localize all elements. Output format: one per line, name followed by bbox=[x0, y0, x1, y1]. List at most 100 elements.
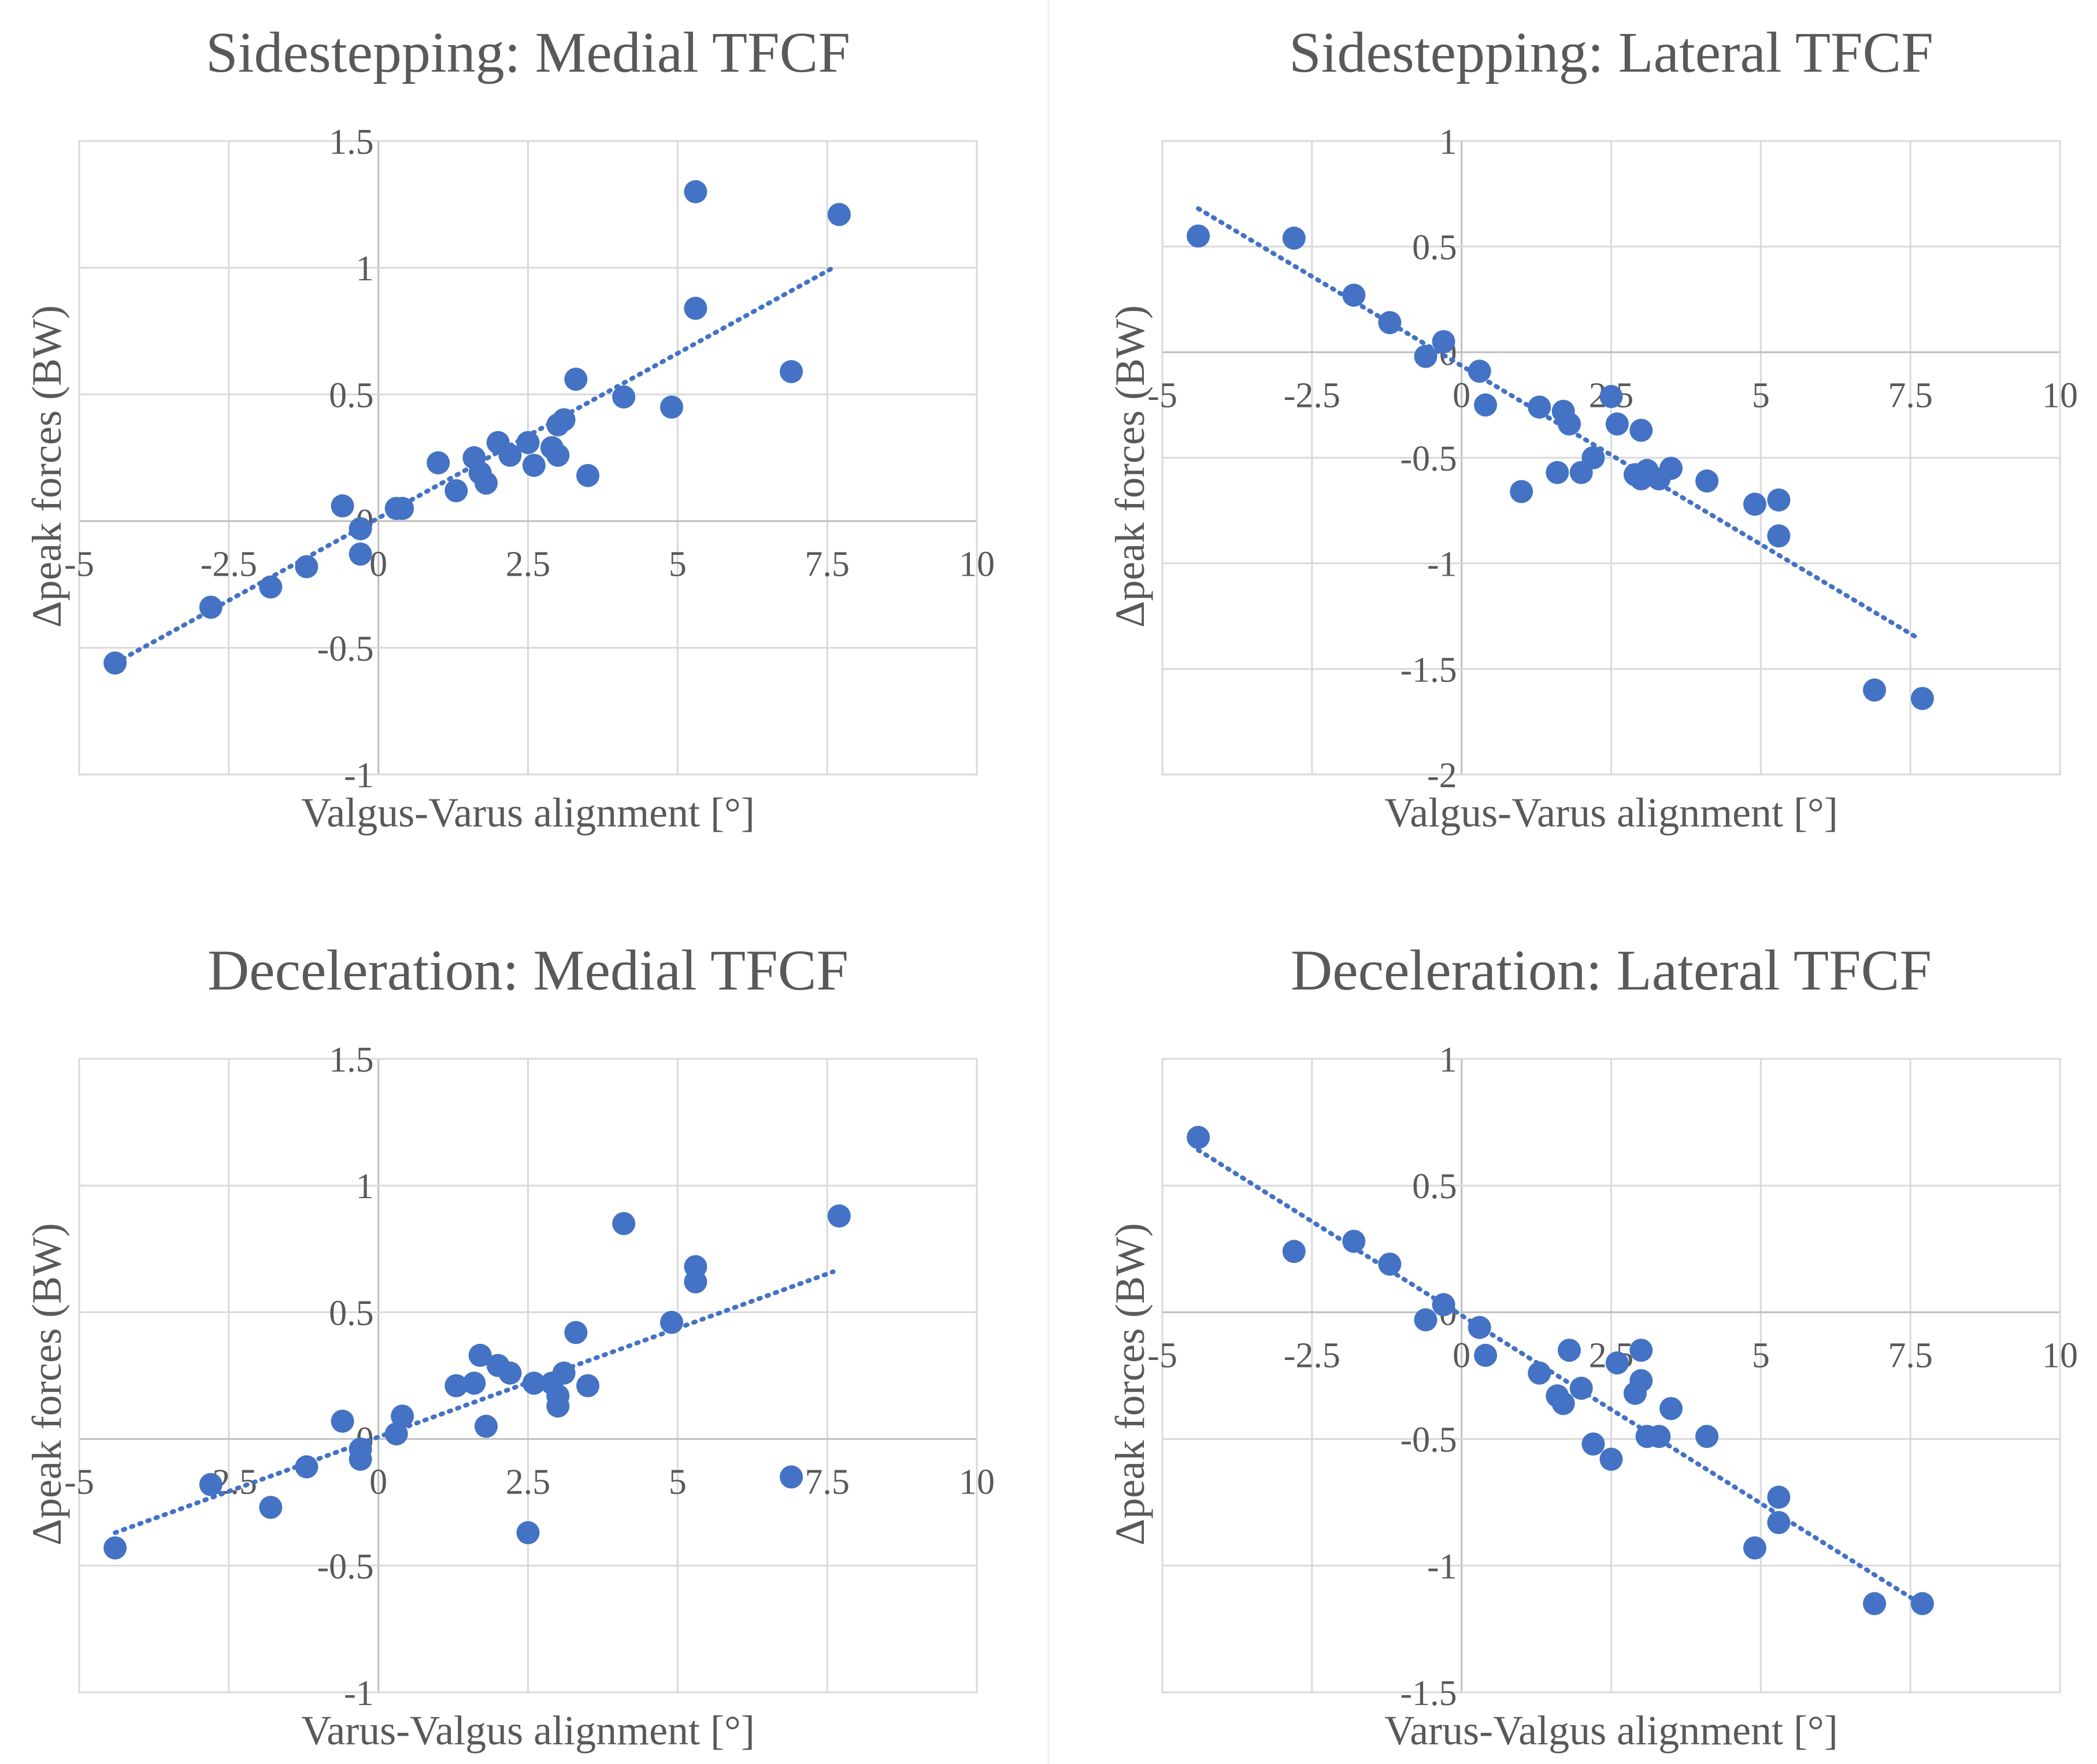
data-point bbox=[552, 1361, 576, 1385]
data-point bbox=[444, 1374, 468, 1398]
x-axis-title: Varus-Valgus alignment [°] bbox=[1384, 1707, 1838, 1754]
data-point bbox=[103, 1536, 127, 1560]
data-point bbox=[684, 297, 707, 320]
chart-panel-1: -5-2.502.557.510-1-0.500.511.5Sidesteppi… bbox=[24, 20, 995, 836]
y-tick-label: 1.5 bbox=[329, 1040, 374, 1080]
data-point bbox=[462, 1372, 486, 1395]
y-tick-label: 0.5 bbox=[1412, 228, 1457, 268]
data-point bbox=[391, 1404, 414, 1428]
x-tick-label: -2.5 bbox=[1284, 1336, 1340, 1375]
y-tick-label: -1 bbox=[344, 756, 374, 795]
data-point bbox=[1605, 412, 1629, 436]
data-point bbox=[516, 431, 540, 454]
data-point bbox=[1474, 393, 1498, 417]
data-point bbox=[1599, 1447, 1623, 1471]
y-tick-label: 1 bbox=[1439, 123, 1457, 162]
data-point bbox=[1187, 224, 1210, 248]
y-tick-label: -1 bbox=[1427, 1547, 1457, 1587]
chart-panel-2: -5-2.502.557.510-2-1.5-1-0.500.51Sideste… bbox=[1107, 20, 2078, 836]
trendline bbox=[1196, 206, 1919, 640]
data-point bbox=[199, 595, 223, 619]
x-tick-label: -5 bbox=[64, 545, 94, 584]
x-tick-label: 10 bbox=[959, 545, 995, 584]
x-tick-label: 7.5 bbox=[805, 1463, 850, 1502]
x-tick-label: -2.5 bbox=[1284, 376, 1340, 415]
data-point bbox=[684, 1270, 707, 1294]
y-tick-label: 1 bbox=[356, 1167, 374, 1206]
data-point bbox=[1863, 1592, 1887, 1615]
y-tick-label: -2 bbox=[1427, 756, 1457, 795]
data-point bbox=[444, 479, 468, 502]
x-tick-label: 5 bbox=[1752, 376, 1770, 415]
x-axis-title: Valgus-Varus alignment [°] bbox=[1384, 790, 1838, 836]
x-tick-label: 5 bbox=[669, 545, 687, 584]
x-tick-label: 7.5 bbox=[1888, 376, 1933, 415]
data-point bbox=[1605, 1351, 1629, 1375]
data-point bbox=[1910, 687, 1934, 710]
y-tick-label: 0.5 bbox=[329, 1294, 374, 1333]
data-point bbox=[1558, 1339, 1581, 1362]
data-point bbox=[259, 1495, 283, 1519]
data-point bbox=[516, 1521, 540, 1544]
data-point bbox=[1569, 1376, 1593, 1400]
plot-area bbox=[1161, 1058, 2061, 1693]
data-point bbox=[199, 1473, 223, 1496]
data-point bbox=[384, 1422, 408, 1446]
data-point bbox=[1659, 457, 1683, 480]
plot-area bbox=[78, 1058, 978, 1693]
data-point bbox=[1695, 1425, 1719, 1448]
y-tick-label: -1.5 bbox=[1401, 650, 1457, 690]
x-axis-title: Varus-Valgus alignment [°] bbox=[301, 1707, 755, 1754]
plot-area bbox=[78, 140, 978, 776]
y-tick-label: -0.5 bbox=[1401, 439, 1457, 479]
data-point bbox=[1282, 1240, 1306, 1263]
data-point bbox=[468, 1343, 492, 1367]
data-point bbox=[576, 464, 600, 487]
data-point bbox=[1695, 469, 1719, 493]
data-point bbox=[331, 494, 354, 518]
x-axis-title: Valgus-Varus alignment [°] bbox=[301, 790, 755, 836]
data-point bbox=[780, 1465, 803, 1489]
data-point bbox=[475, 471, 498, 495]
data-point bbox=[1528, 395, 1551, 419]
x-tick-label: -5 bbox=[64, 1463, 94, 1502]
x-tick-label: 2.5 bbox=[506, 545, 551, 584]
data-point bbox=[1414, 344, 1437, 368]
x-tick-label: 10 bbox=[2042, 376, 2078, 415]
data-point bbox=[1767, 488, 1791, 512]
x-tick-label: 0 bbox=[369, 1463, 387, 1502]
plot-area bbox=[1161, 140, 2061, 776]
x-tick-label: 7.5 bbox=[805, 545, 850, 584]
data-point bbox=[427, 451, 450, 475]
y-tick-label: 0.5 bbox=[329, 376, 374, 415]
x-tick-label: -2.5 bbox=[201, 545, 257, 584]
y-axis-title: Δpeak forces (BW) bbox=[1107, 1223, 1153, 1546]
chart-title: Deceleration: Medial TFCF bbox=[208, 938, 849, 1002]
y-tick-label: -0.5 bbox=[1401, 1421, 1457, 1460]
y-tick-label: 1 bbox=[1439, 1040, 1457, 1080]
data-point bbox=[546, 1394, 570, 1418]
data-point bbox=[1599, 385, 1623, 409]
data-point bbox=[1474, 1343, 1498, 1367]
data-point bbox=[1342, 283, 1366, 307]
data-point bbox=[349, 1447, 372, 1471]
chart-title: Sidestepping: Lateral TFCF bbox=[1289, 20, 1933, 84]
data-point bbox=[1647, 1425, 1671, 1448]
x-tick-label: 0 bbox=[1453, 376, 1470, 415]
data-point bbox=[1767, 1485, 1791, 1509]
y-axis-title: Δpeak forces (BW) bbox=[24, 305, 70, 628]
data-point bbox=[1414, 1308, 1437, 1332]
x-tick-label: -5 bbox=[1147, 1336, 1177, 1375]
y-axis-title: Δpeak forces (BW) bbox=[24, 1223, 70, 1546]
y-tick-label: 1 bbox=[356, 249, 374, 288]
data-point bbox=[103, 651, 127, 675]
data-point bbox=[391, 496, 414, 520]
data-point bbox=[1743, 492, 1766, 516]
y-tick-label: 0.5 bbox=[1412, 1167, 1457, 1206]
x-tick-label: 7.5 bbox=[1888, 1336, 1933, 1375]
data-point bbox=[564, 1321, 588, 1344]
data-point bbox=[780, 360, 803, 383]
data-point bbox=[1863, 678, 1887, 702]
data-point bbox=[1558, 412, 1581, 436]
